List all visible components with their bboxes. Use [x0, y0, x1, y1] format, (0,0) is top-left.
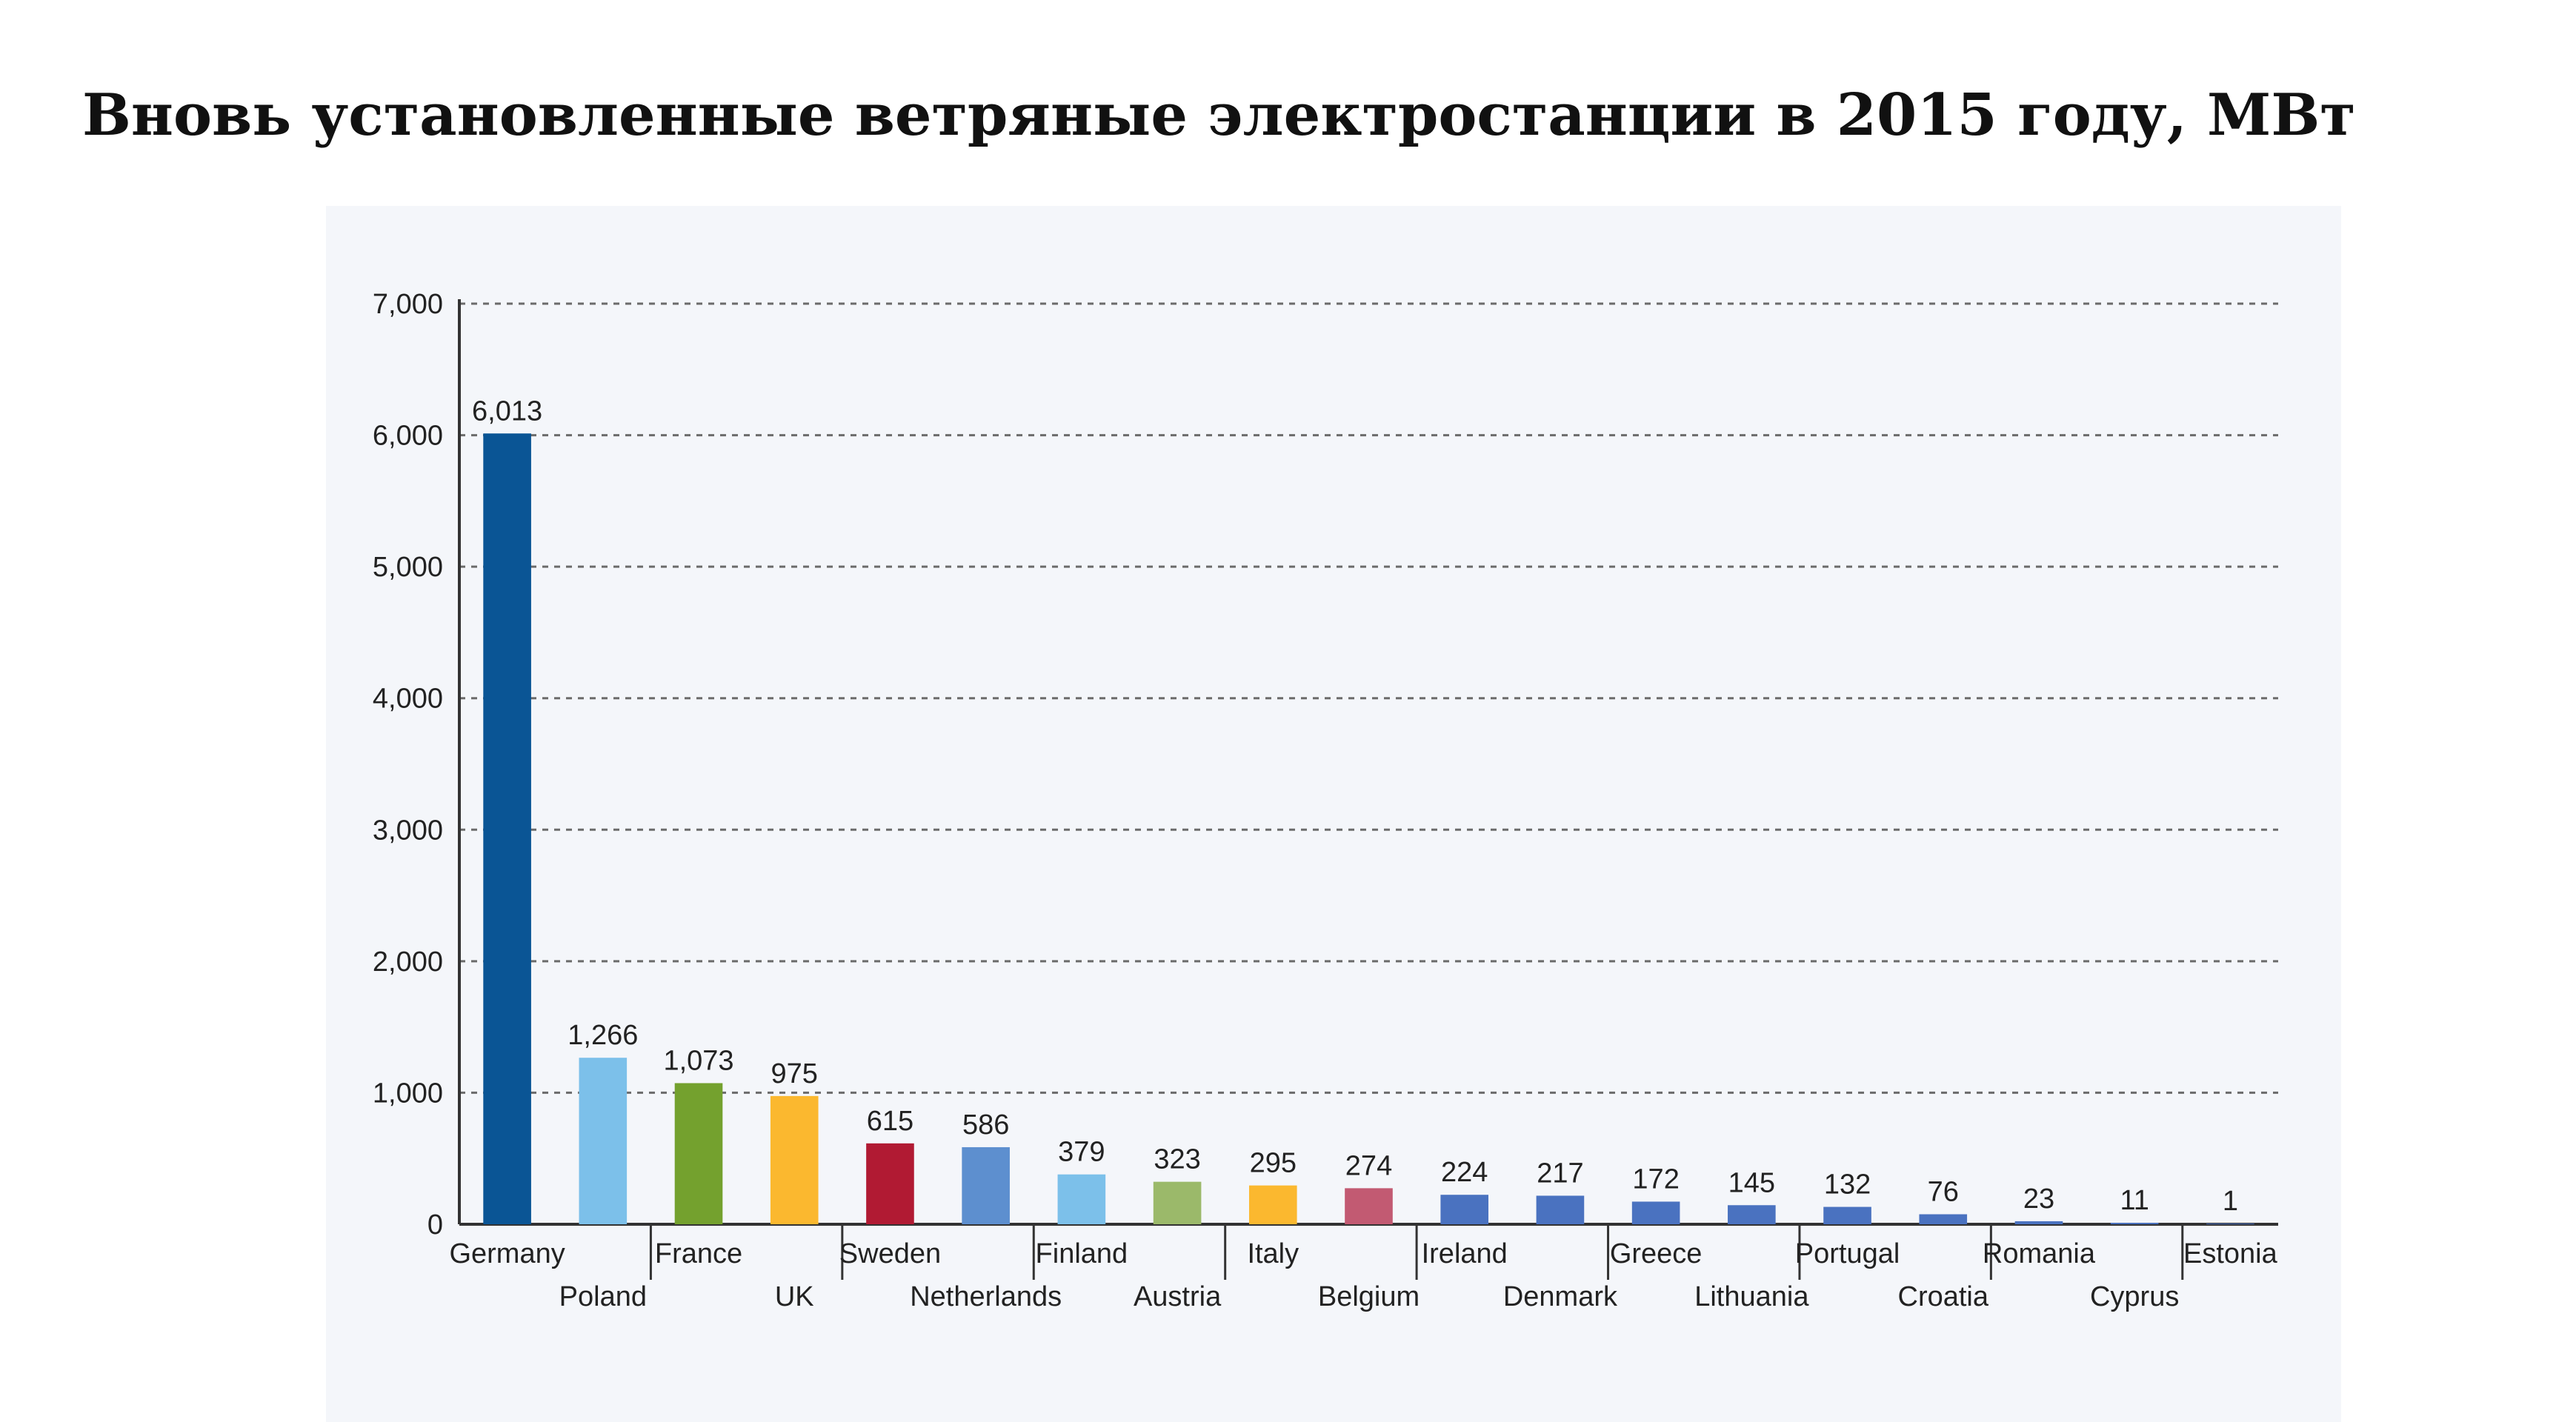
data-label: 975 [771, 1058, 818, 1089]
bar-poland [579, 1058, 628, 1224]
x-tick-label: Sweden [839, 1238, 941, 1269]
x-tick-label: Greece [1610, 1238, 1703, 1269]
data-label: 323 [1154, 1144, 1200, 1175]
bar-cyprus [2110, 1223, 2159, 1224]
bar-greece [1631, 1201, 1680, 1224]
y-tick-label: 7,000 [373, 289, 443, 320]
data-label: 172 [1632, 1164, 1679, 1195]
data-label: 1,266 [568, 1020, 638, 1051]
data-label: 379 [1058, 1137, 1105, 1168]
bar-denmark [1536, 1195, 1585, 1224]
bar-croatia [1919, 1214, 1968, 1224]
x-tick-label: Austria [1134, 1281, 1222, 1312]
bar-finland [1057, 1174, 1106, 1224]
y-tick-label: 0 [427, 1209, 443, 1241]
data-label: 6,013 [472, 395, 542, 427]
x-tick-label: Germany [449, 1238, 565, 1269]
bar-sweden [866, 1143, 914, 1224]
bar-germany [483, 433, 531, 1225]
bar-france [674, 1083, 723, 1224]
x-tick-label: Ireland [1422, 1238, 1508, 1269]
x-tick-label: Netherlands [910, 1281, 1062, 1312]
chart-title: Вновь установленные ветряные электростан… [82, 81, 2356, 149]
bar-lithuania [1728, 1205, 1776, 1224]
bar-belgium [1345, 1188, 1393, 1224]
x-tick-label: Cyprus [2090, 1281, 2179, 1312]
bar-netherlands [962, 1146, 1010, 1224]
data-label: 23 [2023, 1184, 2054, 1215]
x-tick-label: UK [775, 1281, 814, 1312]
y-tick-label: 6,000 [373, 421, 443, 452]
data-label: 586 [962, 1109, 1009, 1141]
bar-uk [770, 1095, 819, 1224]
data-label: 1 [2223, 1186, 2238, 1217]
bar-ireland [1440, 1195, 1489, 1224]
chart-panel [326, 206, 2341, 1422]
data-label: 274 [1345, 1150, 1392, 1181]
y-tick-label: 5,000 [373, 552, 443, 583]
data-label: 295 [1250, 1148, 1297, 1179]
axes [458, 299, 2278, 1280]
data-label: 76 [1928, 1177, 1959, 1208]
x-tick-label: Poland [559, 1281, 647, 1312]
y-tick-label: 4,000 [373, 684, 443, 715]
x-tick-label: Belgium [1318, 1281, 1420, 1312]
labels: 0 1,000 2,000 3,000 4,000 5,000 6,000 7,000 6,01… [373, 289, 2278, 1312]
x-tick-label: France [655, 1238, 742, 1269]
x-tick-label: Denmark [1503, 1281, 1618, 1312]
y-tick-label: 3,000 [373, 815, 443, 846]
x-tick-label: Estonia [2183, 1238, 2278, 1269]
x-tick-label: Finland [1036, 1238, 1128, 1269]
data-label: 1,073 [663, 1045, 733, 1076]
y-tick-label: 1,000 [373, 1078, 443, 1109]
gridlines [459, 302, 2278, 1094]
bar-italy [1248, 1185, 1297, 1224]
bar-portugal [1823, 1206, 1871, 1224]
data-label: 145 [1728, 1167, 1775, 1198]
y-tick-label: 2,000 [373, 947, 443, 978]
x-tick-label: Lithuania [1694, 1281, 1809, 1312]
bar-romania [2014, 1221, 2063, 1224]
data-label: 11 [2120, 1185, 2149, 1216]
bars [483, 433, 2254, 1225]
x-tick-label: Croatia [1898, 1281, 1989, 1312]
x-tick-label: Italy [1247, 1238, 1299, 1269]
x-tick-label: Portugal [1795, 1238, 1900, 1269]
data-label: 615 [867, 1106, 913, 1137]
data-label: 224 [1441, 1157, 1488, 1188]
bar-austria [1153, 1181, 1202, 1224]
data-label: 217 [1537, 1158, 1583, 1189]
x-tick-label: Romania [1983, 1238, 2096, 1269]
data-label: 132 [1824, 1169, 1871, 1201]
